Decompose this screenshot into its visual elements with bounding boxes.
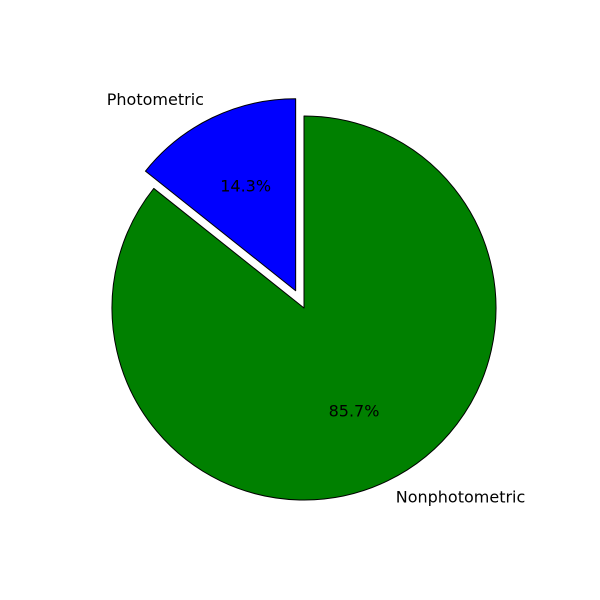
pie-slice-nonphotometric — [111, 115, 497, 501]
pie-slice-photometric — [144, 98, 297, 292]
pie-labels: Photometric 14.3% Nonphotometric 85.7% — [107, 90, 526, 507]
slice-label-nonphotometric: Nonphotometric — [396, 488, 526, 507]
slice-label-photometric: Photometric — [107, 90, 204, 109]
slice-percent-photometric: 14.3% — [220, 176, 271, 195]
pie-slices — [111, 98, 497, 501]
slice-percent-nonphotometric: 85.7% — [329, 401, 380, 420]
